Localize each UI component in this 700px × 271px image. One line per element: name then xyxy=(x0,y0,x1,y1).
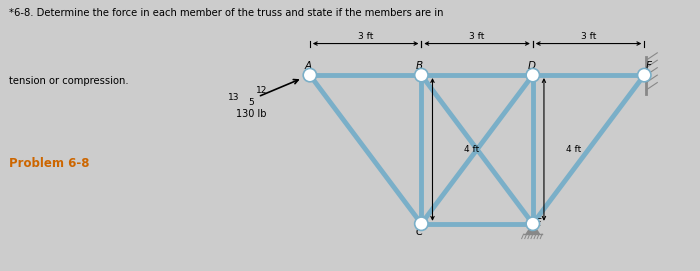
Text: 13: 13 xyxy=(228,93,239,102)
Text: 12: 12 xyxy=(256,86,267,95)
Text: C: C xyxy=(416,227,423,237)
Text: 5: 5 xyxy=(248,98,254,107)
Text: F: F xyxy=(646,61,652,71)
Text: 4 ft: 4 ft xyxy=(566,145,582,154)
Text: A: A xyxy=(304,61,312,71)
Text: 4 ft: 4 ft xyxy=(464,145,480,154)
Polygon shape xyxy=(526,224,540,234)
Text: 130 lb: 130 lb xyxy=(236,109,266,119)
Circle shape xyxy=(526,217,540,230)
Circle shape xyxy=(414,69,428,82)
Text: 3 ft: 3 ft xyxy=(581,32,596,41)
Circle shape xyxy=(638,69,651,82)
Text: 3 ft: 3 ft xyxy=(470,32,485,41)
Text: 3 ft: 3 ft xyxy=(358,32,373,41)
Circle shape xyxy=(526,69,540,82)
Circle shape xyxy=(303,69,316,82)
Text: E: E xyxy=(535,218,541,228)
Text: Problem 6-8: Problem 6-8 xyxy=(8,157,89,170)
Text: B: B xyxy=(416,61,423,71)
Text: D: D xyxy=(527,61,536,71)
Text: tension or compression.: tension or compression. xyxy=(8,76,128,86)
Text: *6-8. Determine the force in each member of the truss and state if the members a: *6-8. Determine the force in each member… xyxy=(8,8,443,18)
Circle shape xyxy=(414,217,428,230)
